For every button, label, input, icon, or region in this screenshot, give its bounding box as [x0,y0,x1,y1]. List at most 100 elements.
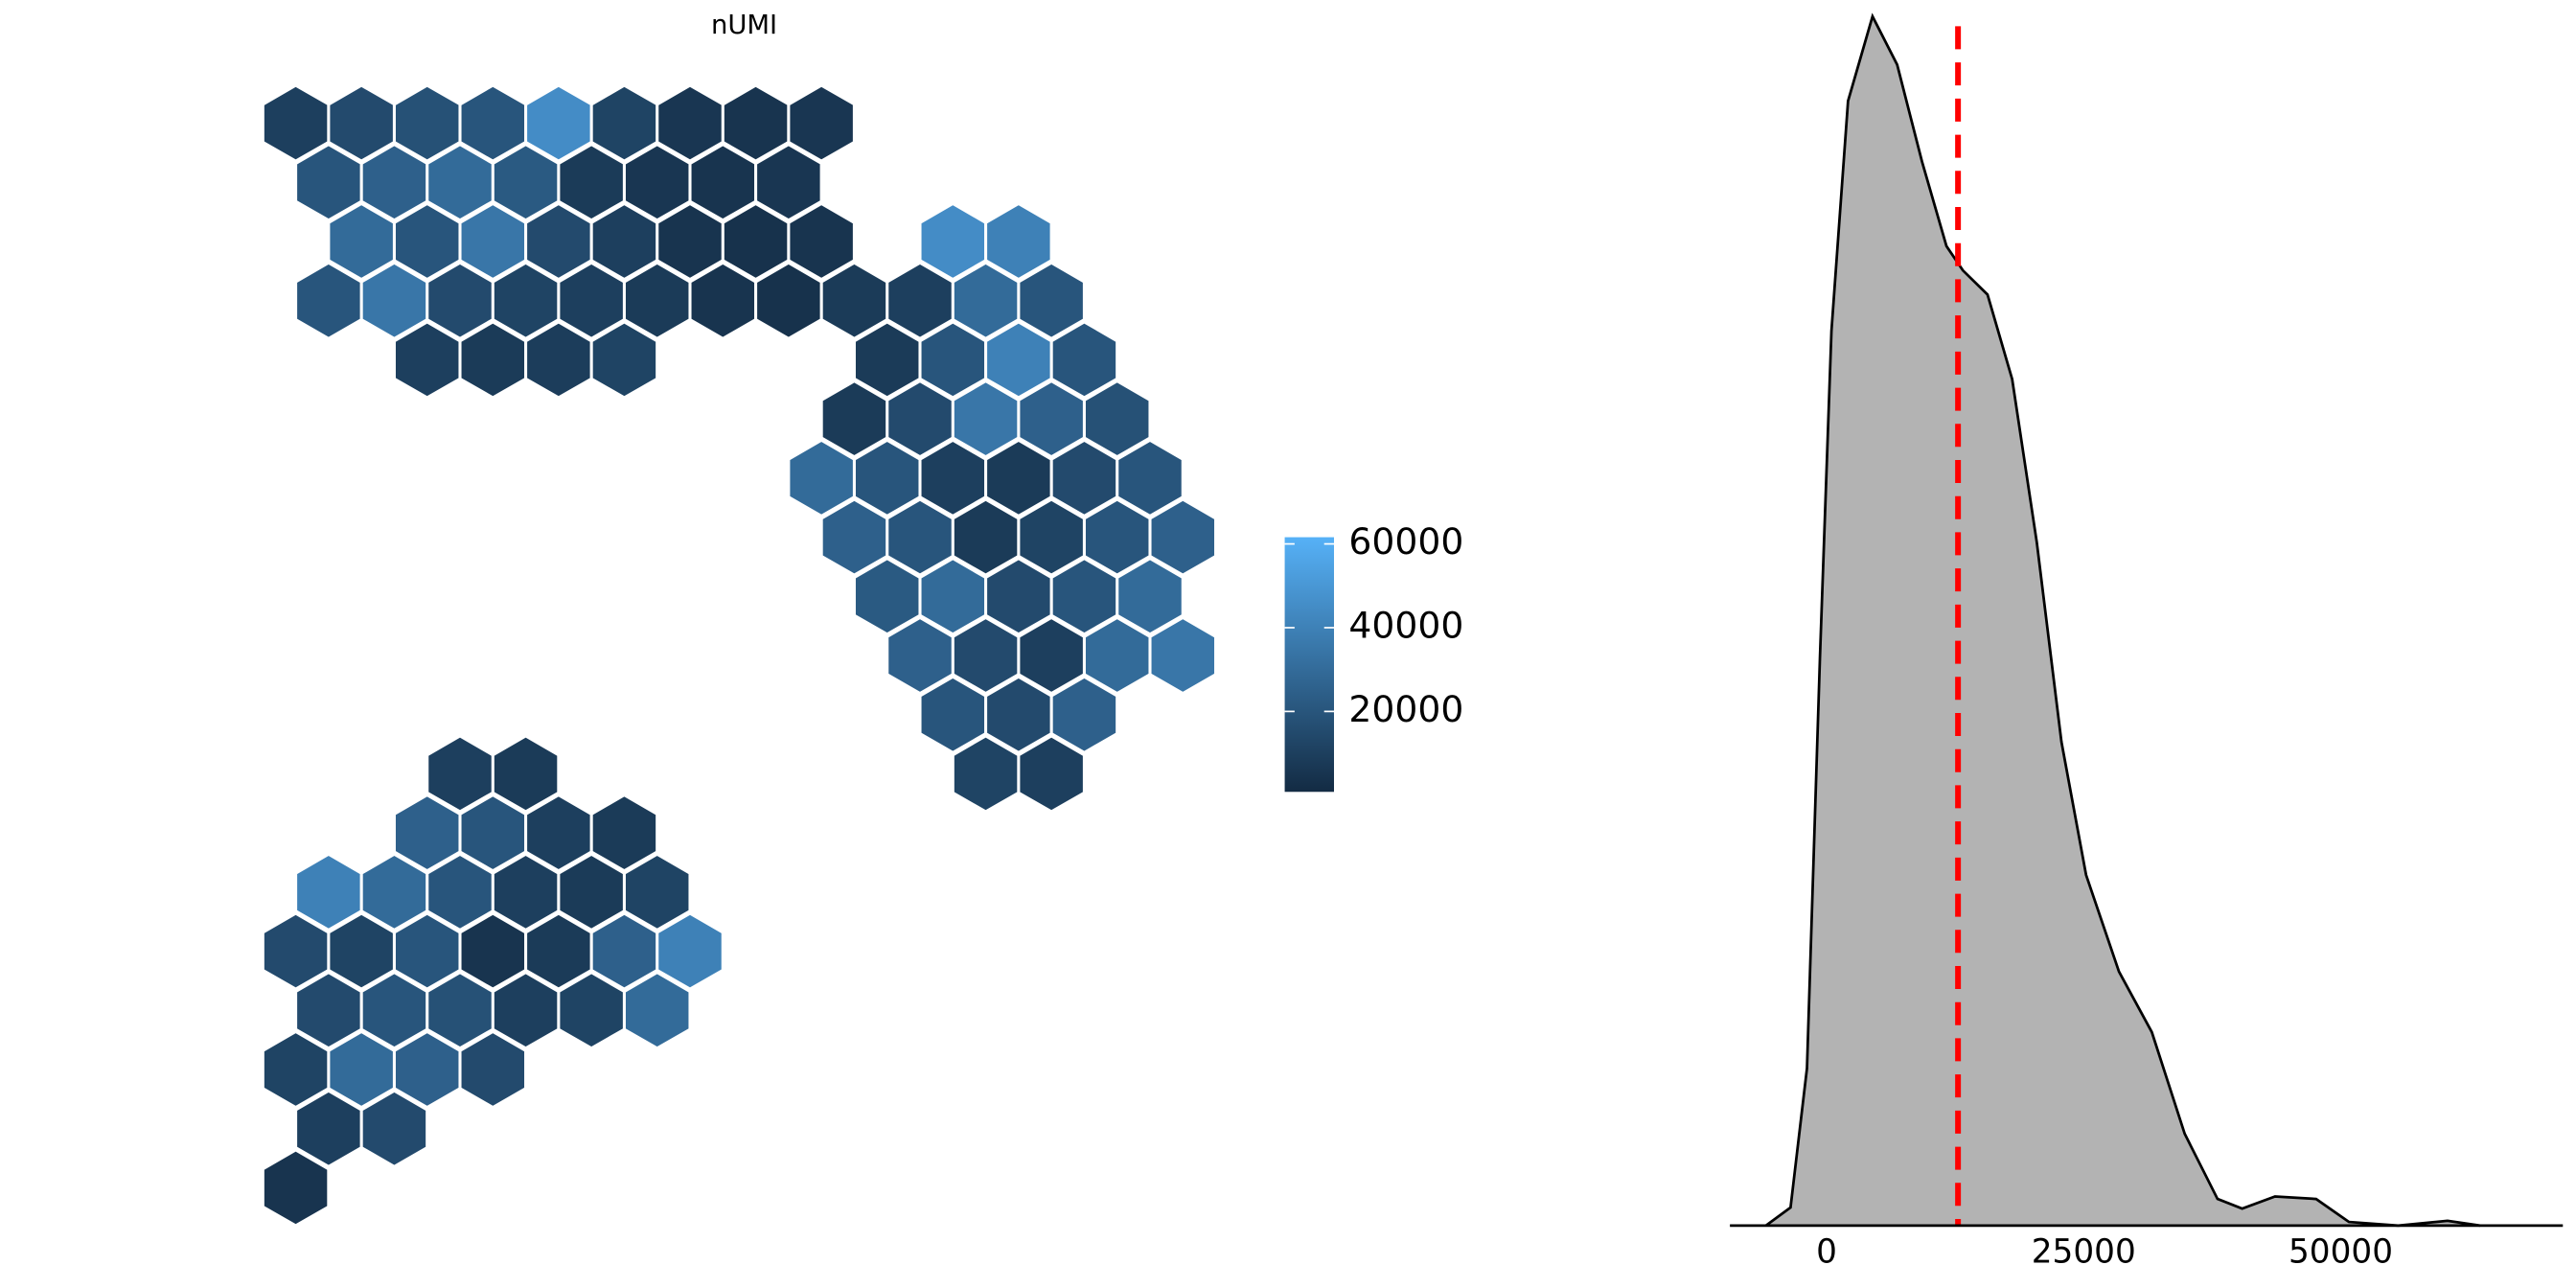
colorbar-label: 20000 [1348,688,1463,730]
spot [624,854,690,931]
spot [1084,499,1150,575]
spot [789,440,855,517]
spot [329,913,395,989]
spot [1019,263,1085,339]
x-tick-label: 50000 [2288,1233,2393,1272]
density-curve [1764,12,2481,1228]
spot [559,144,625,220]
spot [953,499,1019,575]
spot [953,617,1019,694]
spot [886,617,954,694]
spot [361,854,427,931]
spot [591,322,657,398]
spot [821,499,887,575]
spot [789,85,855,161]
spot [295,854,361,931]
spot [493,736,559,812]
spot [493,972,559,1048]
spot [1150,499,1216,575]
spot [985,203,1051,280]
spot [624,972,690,1048]
spot [854,322,920,398]
colorbar-label: 40000 [1348,604,1463,646]
spot [1150,617,1216,694]
spot [394,203,460,280]
spot [1019,617,1085,694]
x-tick-label: 25000 [2032,1233,2136,1272]
spot [755,263,821,339]
spot [295,1091,361,1167]
spot [263,1031,329,1108]
spot [295,144,361,220]
chart-title: nUMI [711,11,777,40]
spot [985,322,1051,398]
spot [394,322,460,398]
spot [920,203,986,280]
spot [656,85,724,161]
spot [394,1031,460,1108]
spot [460,913,526,989]
spot [263,85,329,161]
spot [690,263,756,339]
spot [1051,440,1117,517]
spot [985,558,1051,634]
spot [460,794,526,871]
spot [985,677,1051,753]
spot [591,203,657,280]
spot [361,144,427,220]
spot [460,203,526,280]
spot [559,854,625,931]
spot [854,440,920,517]
spot [426,263,494,339]
spot [493,144,559,220]
spot [1084,617,1150,694]
spot [886,499,954,575]
spot [460,322,526,398]
spot [394,913,460,989]
spot [920,677,986,753]
spot [1116,440,1184,517]
spot [690,144,756,220]
spot [426,972,494,1048]
spot [525,322,591,398]
spot [953,736,1019,812]
spot [493,263,559,339]
spot [920,558,986,634]
spot [591,913,657,989]
spot [559,972,625,1048]
spot [426,736,494,812]
spot [723,85,789,161]
spot [755,144,821,220]
spot [723,203,789,280]
spot [624,263,690,339]
spot [329,85,395,161]
spot [361,972,427,1048]
spot [953,263,1019,339]
spot [460,85,526,161]
spot [329,1031,395,1108]
spot [329,203,395,280]
spot [591,85,657,161]
spot [821,263,887,339]
spot [1051,558,1117,634]
spot [920,440,986,517]
spot [559,263,625,339]
spot [789,203,855,280]
spot [361,263,427,339]
spot [426,854,494,931]
colorbar [1284,537,1334,793]
spot [460,1031,526,1108]
spot [361,1091,427,1167]
spot [394,794,460,871]
spot [493,854,559,931]
spot [656,913,724,989]
spot [525,203,591,280]
spot [920,322,986,398]
spot [525,85,591,161]
spot [263,913,329,989]
spot [854,558,920,634]
spot [1084,380,1150,457]
spot [886,263,954,339]
spot [821,380,887,457]
spot [1019,736,1085,812]
